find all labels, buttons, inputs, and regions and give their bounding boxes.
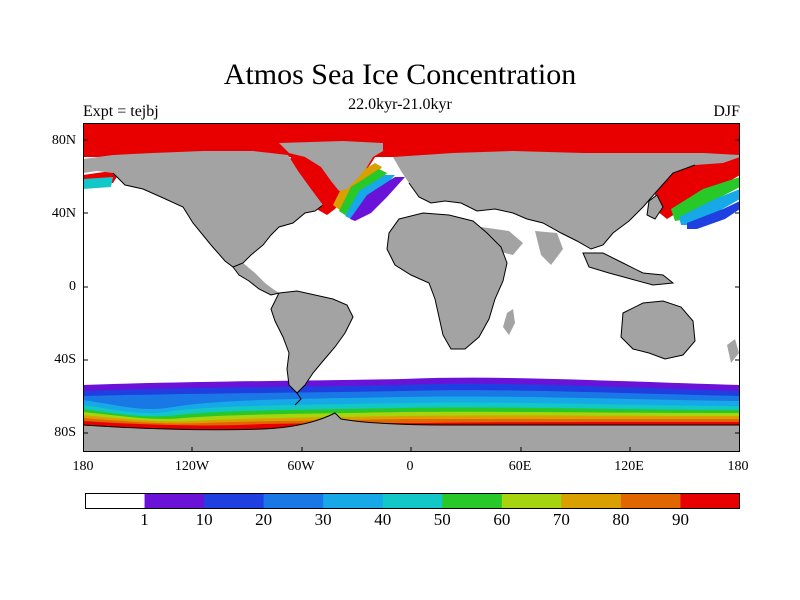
colorbar-cell <box>263 493 324 509</box>
lon-label-60e: 60E <box>508 459 532 474</box>
colorbar-cell <box>561 493 622 509</box>
lat-label-80n: 80N <box>51 133 76 148</box>
lon-label-180e: 180 <box>727 459 749 474</box>
colorbar-label: 50 <box>433 510 451 529</box>
coast-africa <box>386 212 508 350</box>
coast-central-america <box>232 266 280 296</box>
north-america <box>83 151 323 267</box>
colorbar-cell <box>144 493 205 509</box>
colorbar-cell <box>323 493 384 509</box>
colorbar-label: 80 <box>612 510 630 529</box>
lat-label-80s: 80S <box>54 425 76 440</box>
colorbar-label: 30 <box>314 510 332 529</box>
coast-north-america <box>112 172 324 268</box>
arctic-ice-core <box>83 123 740 157</box>
colorbar-label: 40 <box>374 510 392 529</box>
colorbar-cell <box>620 493 681 509</box>
australia <box>621 301 695 359</box>
alaska-ice-edge <box>83 177 113 189</box>
colorbar-label: 1 <box>140 510 149 529</box>
coast-japan <box>646 194 664 220</box>
labrador-ice-edge <box>350 177 405 221</box>
colorbar-cell <box>382 493 443 509</box>
colorbar-label: 20 <box>255 510 273 529</box>
lat-label-40n: 40N <box>51 206 76 221</box>
coast-indonesia <box>582 252 675 286</box>
indonesia <box>583 253 673 285</box>
okhotsk-ice-blue <box>679 189 740 225</box>
lat-label-40s: 40S <box>54 352 76 367</box>
colorbar-label: 90 <box>671 510 689 529</box>
lon-label-0: 0 <box>406 459 414 474</box>
coast-australia <box>620 300 696 360</box>
lon-label-120e: 120E <box>614 459 644 474</box>
colorbar-cell <box>85 493 146 509</box>
greenland <box>279 141 383 191</box>
eurasia <box>393 151 740 249</box>
colorbar-cell <box>442 493 503 509</box>
okhotsk-ice-core <box>655 157 740 219</box>
coast-south-america <box>270 290 354 394</box>
lon-label-180w: 180 <box>72 459 94 474</box>
india <box>535 231 563 265</box>
colorbar-label: 70 <box>552 510 570 529</box>
coast-drake <box>294 392 302 406</box>
experiment-label: Expt = tejbj <box>83 103 159 120</box>
coastlines <box>83 164 740 431</box>
coast-antarctica <box>83 412 740 431</box>
coast-eurasia <box>408 164 696 250</box>
africa <box>387 213 507 349</box>
lon-label-60w: 60W <box>287 459 315 474</box>
colorbar <box>85 493 740 509</box>
colorbar-label: 60 <box>493 510 511 529</box>
colorbar-label: 10 <box>195 510 213 529</box>
new-zealand <box>727 339 739 363</box>
madagascar <box>503 309 515 335</box>
plot-title: Atmos Sea Ice Concentration <box>223 58 577 91</box>
south-america <box>271 291 353 393</box>
colorbar-cell <box>501 493 562 509</box>
map-frame <box>83 123 740 452</box>
lat-label-0: 0 <box>69 279 76 294</box>
season-label: DJF <box>713 103 740 120</box>
map-panel <box>83 123 740 452</box>
okhotsk-ice-dark <box>687 201 740 229</box>
land-masses <box>83 141 740 452</box>
colorbar-frame <box>85 493 740 509</box>
lon-label-120w: 120W <box>174 459 210 474</box>
colorbar-cell <box>204 493 265 509</box>
colorbar-cell <box>680 493 740 509</box>
central-america <box>233 263 279 295</box>
arabia <box>481 227 523 255</box>
antarctica <box>83 413 740 452</box>
plot-subtitle: 22.0kyr-21.0kyr <box>348 96 452 113</box>
okhotsk-ice-green <box>671 177 740 221</box>
